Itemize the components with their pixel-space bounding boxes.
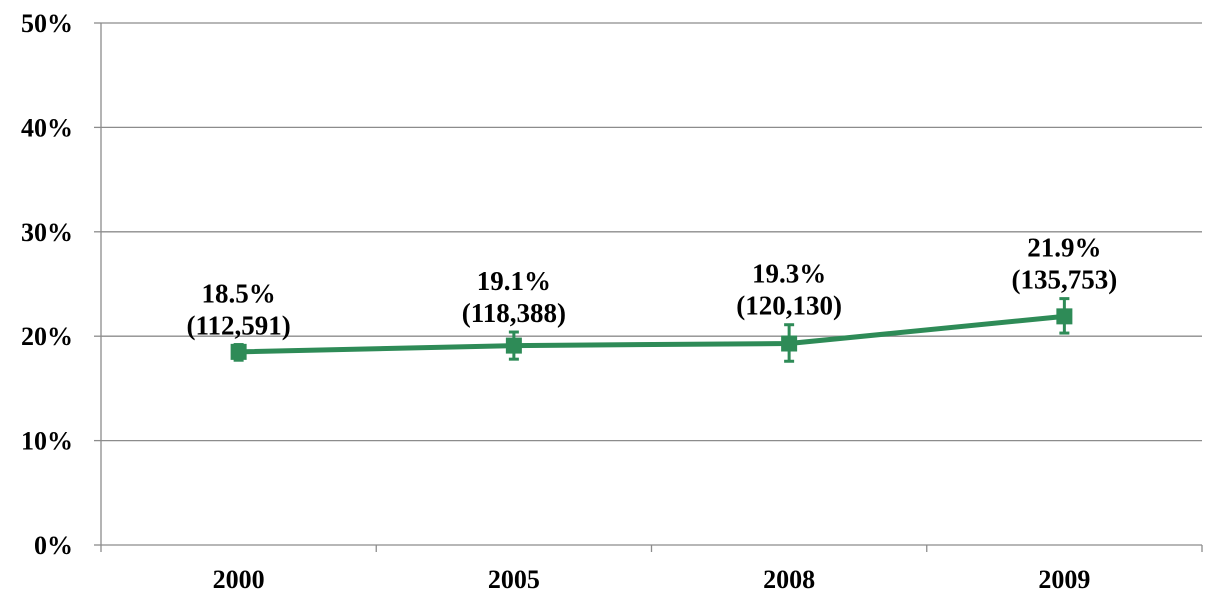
- series-line: [238, 313, 1065, 355]
- data-label-percent-2005: 19.1%: [477, 266, 551, 296]
- data-label-percent-2009: 21.9%: [1027, 233, 1101, 263]
- gridlines: [101, 22, 1202, 442]
- y-tick-label: 30%: [21, 218, 73, 247]
- data-label-count-2009: (135,753): [1012, 265, 1118, 295]
- y-tick-label: 10%: [21, 427, 73, 456]
- data-point-2005: [505, 337, 522, 354]
- data-point-2008: [781, 335, 798, 352]
- x-tick-label-2008: 2008: [763, 565, 815, 594]
- y-tick-label: 40%: [21, 113, 73, 142]
- x-tick-label-2009: 2009: [1038, 565, 1090, 594]
- data-point-2000: [230, 343, 247, 360]
- x-tick-label-2000: 2000: [213, 565, 265, 594]
- data-point-2009: [1056, 308, 1073, 325]
- y-axis-tick-labels: 0% 10% 20% 30% 40% 50%: [21, 9, 73, 560]
- y-tick-label: 50%: [21, 9, 73, 38]
- data-labels: 18.5%(112,591) 19.1%(118,388) 19.3%(120,13…: [187, 233, 1118, 341]
- data-label-count-2000: (112,591): [187, 311, 291, 341]
- data-label-percent-2008: 19.3%: [752, 259, 826, 289]
- axes: [94, 22, 1203, 552]
- x-tick-label-2005: 2005: [488, 565, 540, 594]
- y-tick-label: 0%: [34, 531, 73, 560]
- x-axis-tick-labels: 2000 2005 2008 2009: [213, 565, 1091, 594]
- data-label-count-2005: (118,388): [462, 298, 566, 328]
- data-label-percent-2000: 18.5%: [202, 279, 276, 309]
- data-label-count-2008: (120,130): [736, 291, 842, 321]
- series-group: [230, 297, 1073, 363]
- y-tick-label: 20%: [21, 322, 73, 351]
